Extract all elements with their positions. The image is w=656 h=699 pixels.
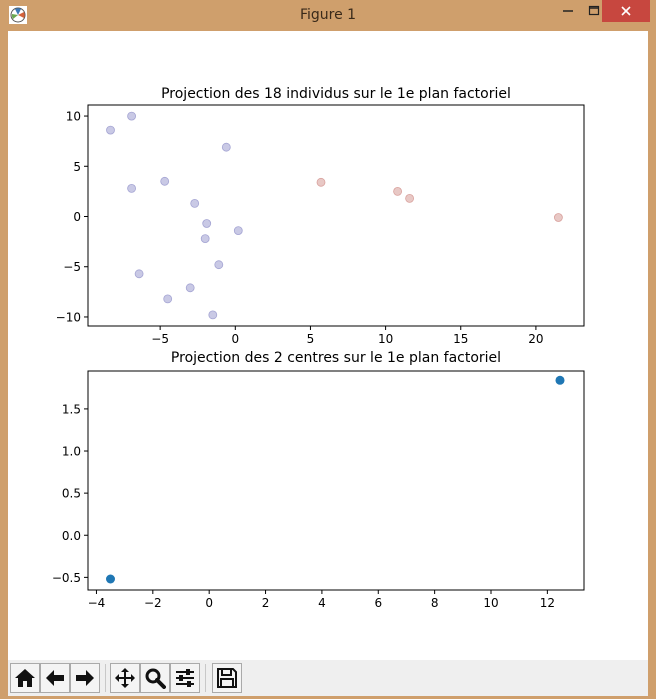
zoom-button[interactable]: [140, 663, 170, 693]
configure-subplots-button[interactable]: [170, 663, 200, 693]
data-point: [233, 226, 243, 236]
toolbar-separator: [105, 664, 106, 692]
data-point: [160, 176, 170, 186]
y-tick-label: 5: [73, 160, 81, 174]
back-arrow-icon: [46, 670, 64, 686]
data-point: [134, 269, 144, 279]
data-point: [214, 260, 224, 270]
matplotlib-logo-icon: [9, 6, 27, 24]
data-point: [405, 193, 415, 203]
x-tick-label: 5: [307, 332, 315, 346]
data-point: [190, 198, 200, 208]
chart-title: Projection des 18 individus sur le 1e pl…: [161, 86, 511, 102]
data-point: [208, 310, 218, 320]
home-icon: [15, 669, 35, 687]
x-tick-label: 20: [528, 332, 543, 346]
x-tick-label: −5: [151, 332, 169, 346]
data-point: [555, 375, 565, 385]
window-title: Figure 1: [299, 7, 357, 23]
maximize-button[interactable]: [582, 0, 606, 22]
sliders-icon: [176, 669, 194, 687]
x-tick-label: 10: [483, 596, 498, 610]
save-icon: [217, 668, 237, 688]
y-tick-label: 10: [66, 110, 81, 124]
chart-title: Projection des 2 centres sur le 1e plan …: [171, 350, 501, 366]
maximize-icon: [588, 5, 600, 16]
zoom-icon: [145, 668, 166, 689]
x-tick-label: 0: [205, 596, 213, 610]
x-tick-label: −2: [144, 596, 162, 610]
back-button[interactable]: [40, 663, 70, 693]
y-tick-label: 1.0: [62, 445, 81, 459]
data-point: [127, 183, 136, 193]
data-point: [200, 234, 210, 244]
toolbar-separator: [205, 664, 206, 692]
y-tick-label: 1.5: [62, 402, 81, 416]
x-tick-label: 8: [431, 596, 439, 610]
data-point: [554, 213, 563, 222]
save-button[interactable]: [212, 663, 242, 693]
y-tick-label: −10: [56, 310, 81, 324]
forward-button[interactable]: [70, 663, 100, 693]
title-bar[interactable]: Figure 1: [0, 0, 656, 30]
close-icon: [621, 6, 631, 16]
x-tick-label: 10: [378, 332, 393, 346]
y-tick-label: 0: [73, 210, 81, 224]
pan-button[interactable]: [110, 663, 140, 693]
x-tick-label: 12: [540, 596, 555, 610]
navigation-toolbar: [8, 660, 648, 696]
data-point: [127, 111, 136, 121]
home-button[interactable]: [10, 663, 40, 693]
data-point: [185, 283, 195, 293]
data-point: [202, 219, 212, 228]
forward-arrow-icon: [76, 670, 94, 686]
y-tick-label: −0.5: [52, 571, 81, 585]
data-point: [106, 125, 115, 135]
x-tick-label: 0: [231, 332, 239, 346]
figure-canvas[interactable]: −5 0 5 10 15 20 −10 −5 0 5 10 Projection des 18 ind…: [8, 31, 648, 660]
axes-frame: [87, 370, 585, 591]
data-point: [393, 186, 403, 196]
x-tick-label: 2: [262, 596, 270, 610]
x-tick-label: 15: [453, 332, 468, 346]
minimize-button[interactable]: [556, 0, 580, 22]
y-tick-label: 0.0: [62, 529, 81, 543]
data-point: [316, 177, 326, 187]
move-icon: [115, 668, 135, 688]
x-tick-label: −4: [88, 596, 106, 610]
y-tick-label: −5: [63, 260, 81, 274]
close-button[interactable]: [602, 0, 650, 22]
x-tick-label: 6: [374, 596, 382, 610]
minimize-icon: [563, 10, 573, 12]
x-tick-label: 4: [318, 596, 326, 610]
axes-frame: [87, 104, 585, 327]
data-point: [106, 574, 115, 584]
y-tick-label: 0.5: [62, 487, 81, 501]
data-point: [163, 294, 173, 304]
data-point: [221, 142, 231, 152]
